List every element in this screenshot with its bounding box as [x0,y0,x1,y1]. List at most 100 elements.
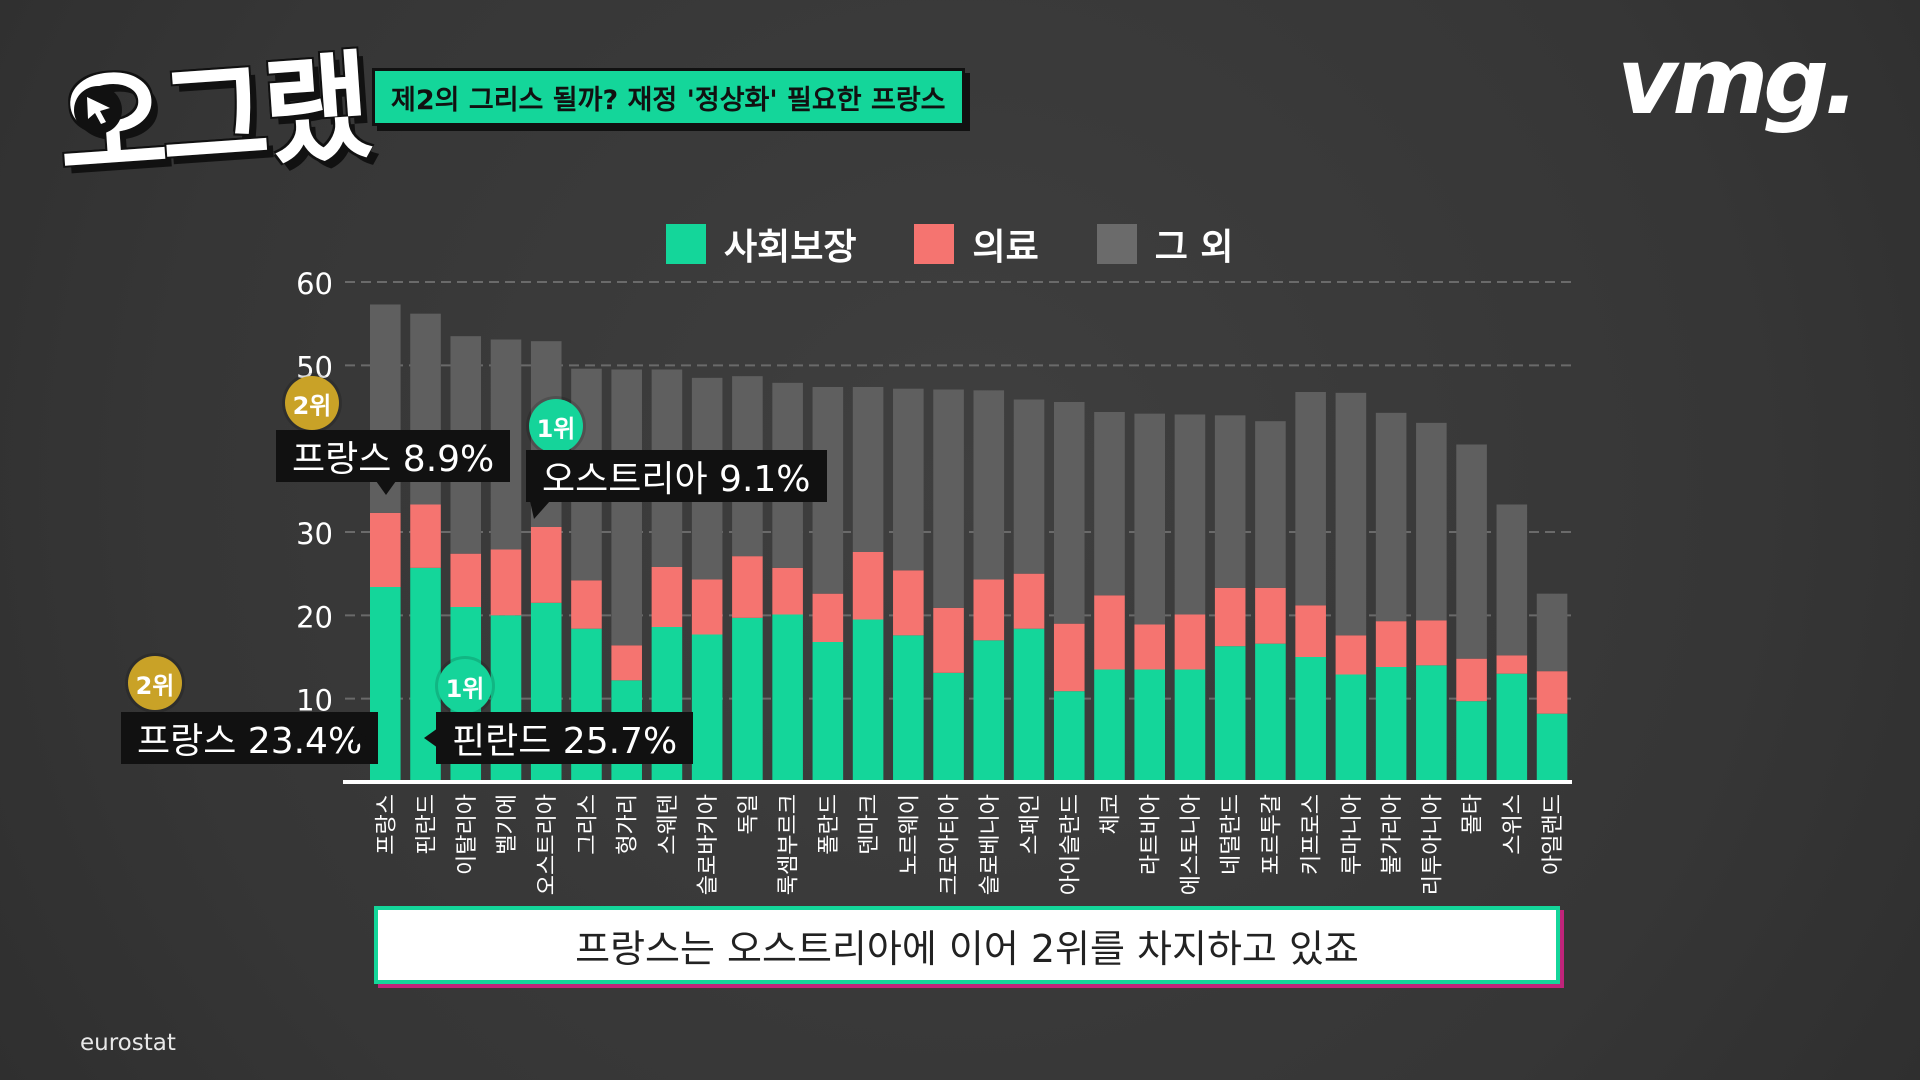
x-tick-label: 슬로바키아 [696,794,721,895]
bar-other [1094,412,1125,596]
bar-social [1013,628,1045,782]
x-tick-label: 스위스 [1501,794,1526,855]
x-tick-label: 체코 [1098,794,1123,834]
bar-health [611,645,642,681]
chart-legend: 사회보장 의료 그 외 [666,218,1292,270]
bar-health [1456,658,1487,702]
x-tick-label: 크로아티아 [938,794,963,895]
topic-banner: 제2의 그리스 될까? 재정 '정상화' 필요한 프랑스 [372,68,965,126]
x-tick-label: 라트비아 [1139,794,1164,875]
bar-health [370,512,401,587]
bar-health [1375,621,1407,667]
bar-other [893,388,924,571]
bar-health [1174,614,1206,670]
bar-other [1375,412,1407,622]
callout-france-health: 프랑스 8.9% [276,430,511,482]
bar-health [812,593,844,642]
bar-health [571,580,602,629]
x-tick-label: 에스토니아 [1179,794,1204,895]
x-tick-label: 독일 [736,794,761,834]
bar-health [651,567,683,627]
bar-health [1214,587,1246,647]
bar-social [1214,646,1246,782]
bar-social [852,619,884,782]
subtitle-caption: 프랑스는 오스트리아에 이어 2위를 차지하고 있죠 [374,906,1560,984]
bar-social [933,672,964,782]
show-logo: 오그랬 [54,37,371,198]
x-tick-label: 프랑스 [374,794,399,855]
legend-label-health: 의료 [972,227,1039,268]
bar-health [1094,595,1125,670]
bar-other [1456,444,1487,659]
bar-other [933,389,964,608]
bar-health [973,579,1005,641]
callout-pointer-france-social [353,728,367,748]
bar-social [1456,701,1487,782]
bar-health [732,556,763,618]
bar-social [893,635,924,782]
rank-badge-finland-social: 1위 [438,659,492,713]
rank-badge-austria-health: 1위 [529,399,583,453]
bar-other [852,387,884,552]
bar-other [1536,593,1568,672]
bar-social [1335,674,1367,782]
x-tick-label: 핀란드 [415,794,440,855]
bar-health [1295,605,1326,657]
legend-swatch-social [666,224,706,264]
x-tick-label: 오스트리아 [535,794,560,895]
bar-health [1536,671,1568,714]
bar-social [1174,669,1206,782]
x-tick-label: 스웨덴 [656,794,681,855]
bar-other [1174,414,1206,615]
x-tick-label: 루마니아 [1340,794,1365,875]
bar-health [450,553,482,607]
bar-other [611,369,642,646]
callout-pointer-finland-social [424,728,438,748]
y-tick-label: 60 [296,267,333,301]
bar-social [1496,673,1528,782]
x-tick-label: 리투아니아 [1420,794,1445,895]
bar-social [1053,691,1085,782]
legend-swatch-health [914,224,955,264]
bar-other [1053,402,1085,624]
bar-social [1416,665,1447,782]
x-tick-label: 키프로스 [1300,794,1325,875]
bar-other [1496,504,1528,656]
bar-social [1375,667,1407,782]
bar-social [1536,713,1568,782]
bar-health [772,567,803,615]
x-tick-label: 아이슬란드 [1058,794,1083,895]
x-tick-label: 네덜란드 [1219,794,1244,875]
bar-social [1295,657,1326,782]
bar-health [852,552,884,620]
legend-label-other: 그 외 [1154,227,1234,268]
bar-social [812,642,844,782]
bar-social [732,617,763,782]
legend-swatch-other [1096,224,1137,264]
rank-badge-france-health: 2위 [285,376,339,430]
bar-other [1295,392,1326,606]
y-tick-label: 20 [296,600,333,634]
callout-finland-social: 핀란드 25.7% [436,712,694,764]
bar-other [1013,399,1045,574]
callout-pointer-austria-health [530,501,550,519]
callout-austria-health: 오스트리아 9.1% [526,450,827,502]
x-tick-label: 헝가리 [616,794,641,855]
brand-logo: vmg. [1617,28,1859,135]
bar-health [1053,623,1085,692]
bar-social [1094,669,1125,782]
cursor-icon [74,86,122,134]
rank-badge-france-social: 2위 [128,656,182,710]
x-tick-label: 그리스 [575,794,600,855]
legend-item-other: 그 외 [1096,218,1234,270]
x-tick-label: 몰타 [1461,794,1486,834]
x-tick-label: 슬로베니아 [978,794,1003,895]
bar-health [1134,624,1166,670]
bar-other [1255,421,1286,588]
x-tick-label: 덴마크 [857,794,882,855]
x-tick-label: 스페인 [1018,794,1043,855]
bar-health [490,549,522,616]
legend-item-health: 의료 [914,218,1039,270]
bar-health [1255,587,1286,644]
x-tick-label: 포르투갈 [1259,794,1284,875]
